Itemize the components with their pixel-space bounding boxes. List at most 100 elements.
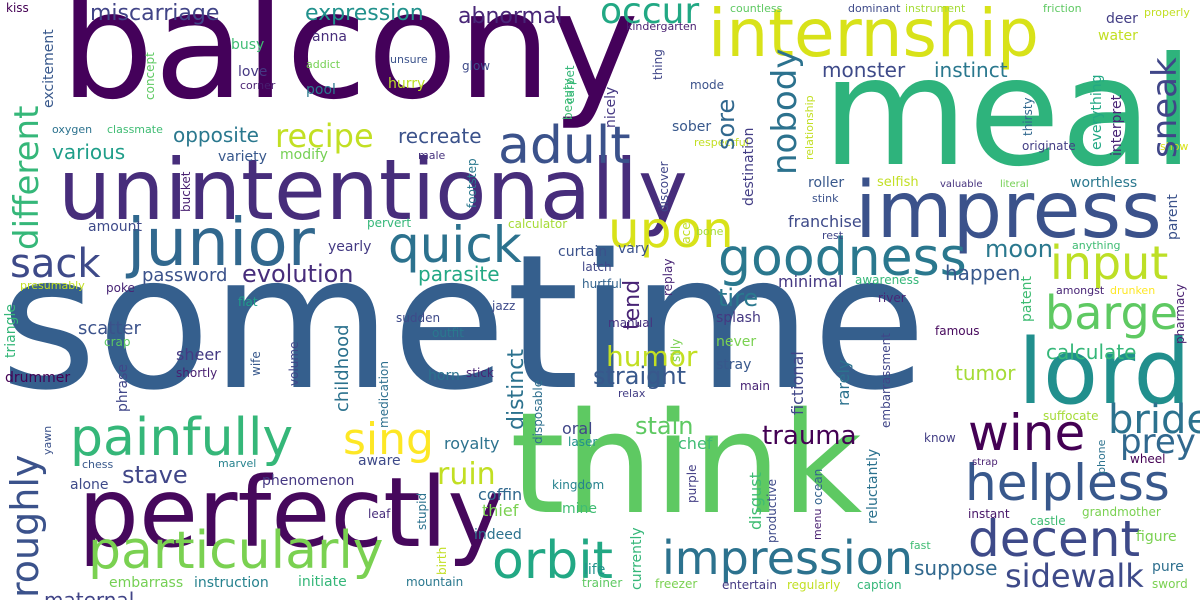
word-tend: tend [620, 279, 645, 330]
word-humor: humor [606, 340, 698, 373]
word-kindergarten: kindergarten [626, 20, 697, 33]
word-trainer: trainer [582, 576, 623, 590]
word-embarrassment: embarrassment [879, 333, 893, 428]
word-replay: replay [661, 258, 675, 296]
word-instant: instant [968, 507, 1010, 521]
word-sheer: sheer [176, 345, 221, 364]
word-nobody: nobody [765, 48, 805, 175]
word-male: male [418, 149, 446, 162]
word-corner: corner [240, 79, 276, 92]
word-freezer: freezer [655, 577, 698, 591]
word-stave: stave [122, 461, 188, 489]
word-fast: fast [910, 539, 931, 552]
word-impress: impress [855, 166, 1162, 256]
word-calculate: calculate [1046, 340, 1137, 364]
word-pool: pool [306, 82, 336, 98]
word-drummer: drummer [5, 370, 71, 386]
word-mine: mine [562, 501, 598, 517]
word-initiate: initiate [298, 574, 347, 590]
word-quick: quick [388, 216, 522, 274]
word-pure: pure [1152, 559, 1184, 575]
word-sometime: sometime [0, 214, 927, 431]
word-triangle: triangle [3, 304, 19, 358]
word-impression: impression [662, 531, 914, 585]
word-rest: rest [822, 229, 844, 242]
word-vary: vary [618, 241, 649, 257]
word-relationship: relationship [803, 95, 816, 160]
word-silly: silly [669, 338, 683, 362]
word-kingdom: kingdom [552, 478, 605, 492]
word-valuable: valuable [940, 179, 983, 190]
word-royalty: royalty [444, 434, 500, 453]
word-stick: stick [466, 366, 494, 380]
word-decent: decent [968, 510, 1141, 568]
word-stupid: stupid [415, 492, 429, 530]
word-internship: internship [708, 0, 1039, 72]
word-literal: literal [1000, 179, 1029, 190]
word-fictional: fictional [788, 351, 807, 415]
word-sword: sword [1152, 577, 1188, 591]
word-water: water [1098, 28, 1138, 44]
word-horn: horn [428, 368, 460, 384]
word-interpret: interpret [1109, 94, 1125, 156]
word-recreate: recreate [398, 124, 482, 148]
word-busy: busy [231, 37, 265, 53]
word-sack: sack [10, 241, 101, 287]
word-meal: meal [822, 26, 1194, 200]
word-know: know [924, 431, 956, 445]
word-hurtful: hurtful [582, 277, 623, 291]
word-suffocate: suffocate [1043, 409, 1099, 423]
word-parent: parent [1165, 194, 1181, 240]
word-lace: lace [679, 222, 693, 247]
word-unsure: unsure [390, 53, 428, 66]
word-stray: stray [716, 357, 752, 373]
word-orbit: orbit [492, 531, 614, 591]
word-footstep: footstep [465, 158, 479, 208]
word-junior: junior [127, 204, 315, 281]
word-calculator: calculator [508, 217, 568, 231]
word-river: river [878, 291, 906, 305]
word-everything: everything [1089, 74, 1105, 150]
word-ocean: ocean [811, 468, 825, 505]
word-birth: birth [435, 546, 449, 575]
word-deer: deer [1106, 11, 1138, 27]
word-pervert: pervert [367, 216, 412, 230]
word-respectful: respectful [694, 136, 749, 149]
word-various: various [52, 140, 126, 164]
word-thief: thief [482, 501, 519, 520]
word-kiss: kiss [6, 1, 29, 15]
word-shortly: shortly [176, 366, 218, 380]
word-rarely: rarely [834, 359, 853, 406]
word-bone: bone [696, 225, 724, 238]
word-balcony: balcony [60, 0, 640, 132]
word-aware: aware [358, 453, 401, 469]
word-hurry: hurry [388, 76, 426, 92]
word-phone: phone [1095, 439, 1108, 474]
word-painfully: painfully [70, 408, 294, 468]
word-scatter: scatter [78, 318, 141, 339]
word-sore: sore [712, 98, 740, 150]
word-leaf: leaf [368, 507, 391, 521]
word-addict: addict [306, 58, 341, 71]
word-sudden: sudden [396, 311, 441, 325]
word-destination: destination [741, 127, 757, 206]
word-properly: properly [1144, 6, 1190, 19]
word-wheel: wheel [1130, 452, 1166, 466]
word-trauma: trauma [762, 421, 857, 451]
word-ruin: ruin [437, 457, 496, 492]
word-life: life [584, 562, 606, 578]
word-manual: manual [608, 316, 653, 330]
word-poke: poke [106, 281, 135, 295]
word-anything: anything [1072, 239, 1121, 252]
word-helpless: helpless [965, 454, 1170, 512]
word-thirsty: thirsty [1021, 97, 1035, 136]
word-currently: currently [629, 527, 645, 590]
word-instinct: instinct [934, 58, 1008, 82]
word-presumably: presumably [20, 279, 85, 292]
word-carpet: carpet [563, 65, 577, 104]
word-happen: happen [945, 261, 1021, 285]
word-productive: productive [765, 479, 779, 543]
word-distinct: distinct [504, 349, 529, 430]
word-childhood: childhood [332, 324, 353, 412]
